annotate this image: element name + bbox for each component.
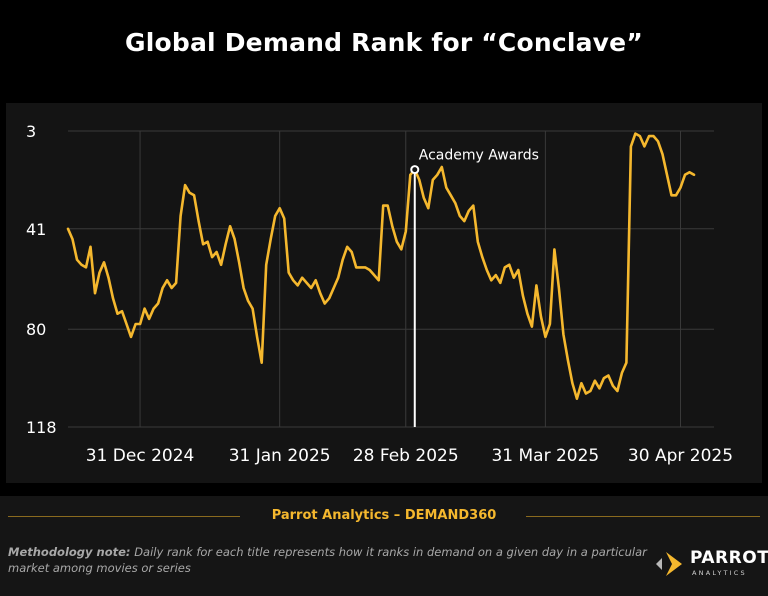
logo-wordmark: PARROT (690, 548, 768, 568)
demand-rank-line-chart: 3 41 80 118 31 Dec 2024 31 Jan 2025 28 Feb 202… (26, 122, 733, 466)
x-tick-label: 31 Dec 2024 (86, 446, 195, 466)
parrot-analytics-logo: PARROT ANALYTICS (652, 544, 768, 584)
x-tick-label: 30 Apr 2025 (628, 446, 733, 466)
x-tick-label: 28 Feb 2025 (353, 446, 459, 466)
footer-rule-left (8, 516, 240, 517)
methodology-note-label: Methodology note: (8, 545, 131, 559)
annotation-label: Academy Awards (419, 148, 539, 164)
y-tick-label: 118 (26, 418, 57, 437)
y-tick-label: 3 (26, 122, 36, 141)
x-tick-label: 31 Mar 2025 (491, 446, 599, 466)
chart-panel: 3 41 80 118 31 Dec 2024 31 Jan 2025 28 Feb 202… (6, 103, 762, 483)
footer-band (0, 496, 768, 596)
y-tick-label: 80 (26, 320, 46, 339)
parrot-logo-icon (656, 552, 682, 576)
y-tick-label: 41 (26, 220, 46, 239)
logo-subtitle: ANALYTICS (692, 569, 747, 577)
x-tick-label: 31 Jan 2025 (229, 446, 331, 466)
source-label: Parrot Analytics – DEMAND360 (271, 508, 497, 523)
footer-rule-right (526, 516, 760, 517)
chart-title: Global Demand Rank for “Conclave” (125, 28, 643, 57)
annotation-marker (410, 165, 420, 175)
methodology-note-text: Daily rank for each title represents how… (8, 545, 647, 575)
methodology-note: Methodology note: Daily rank for each ti… (8, 544, 648, 576)
demand-rank-series-line (66, 132, 696, 400)
